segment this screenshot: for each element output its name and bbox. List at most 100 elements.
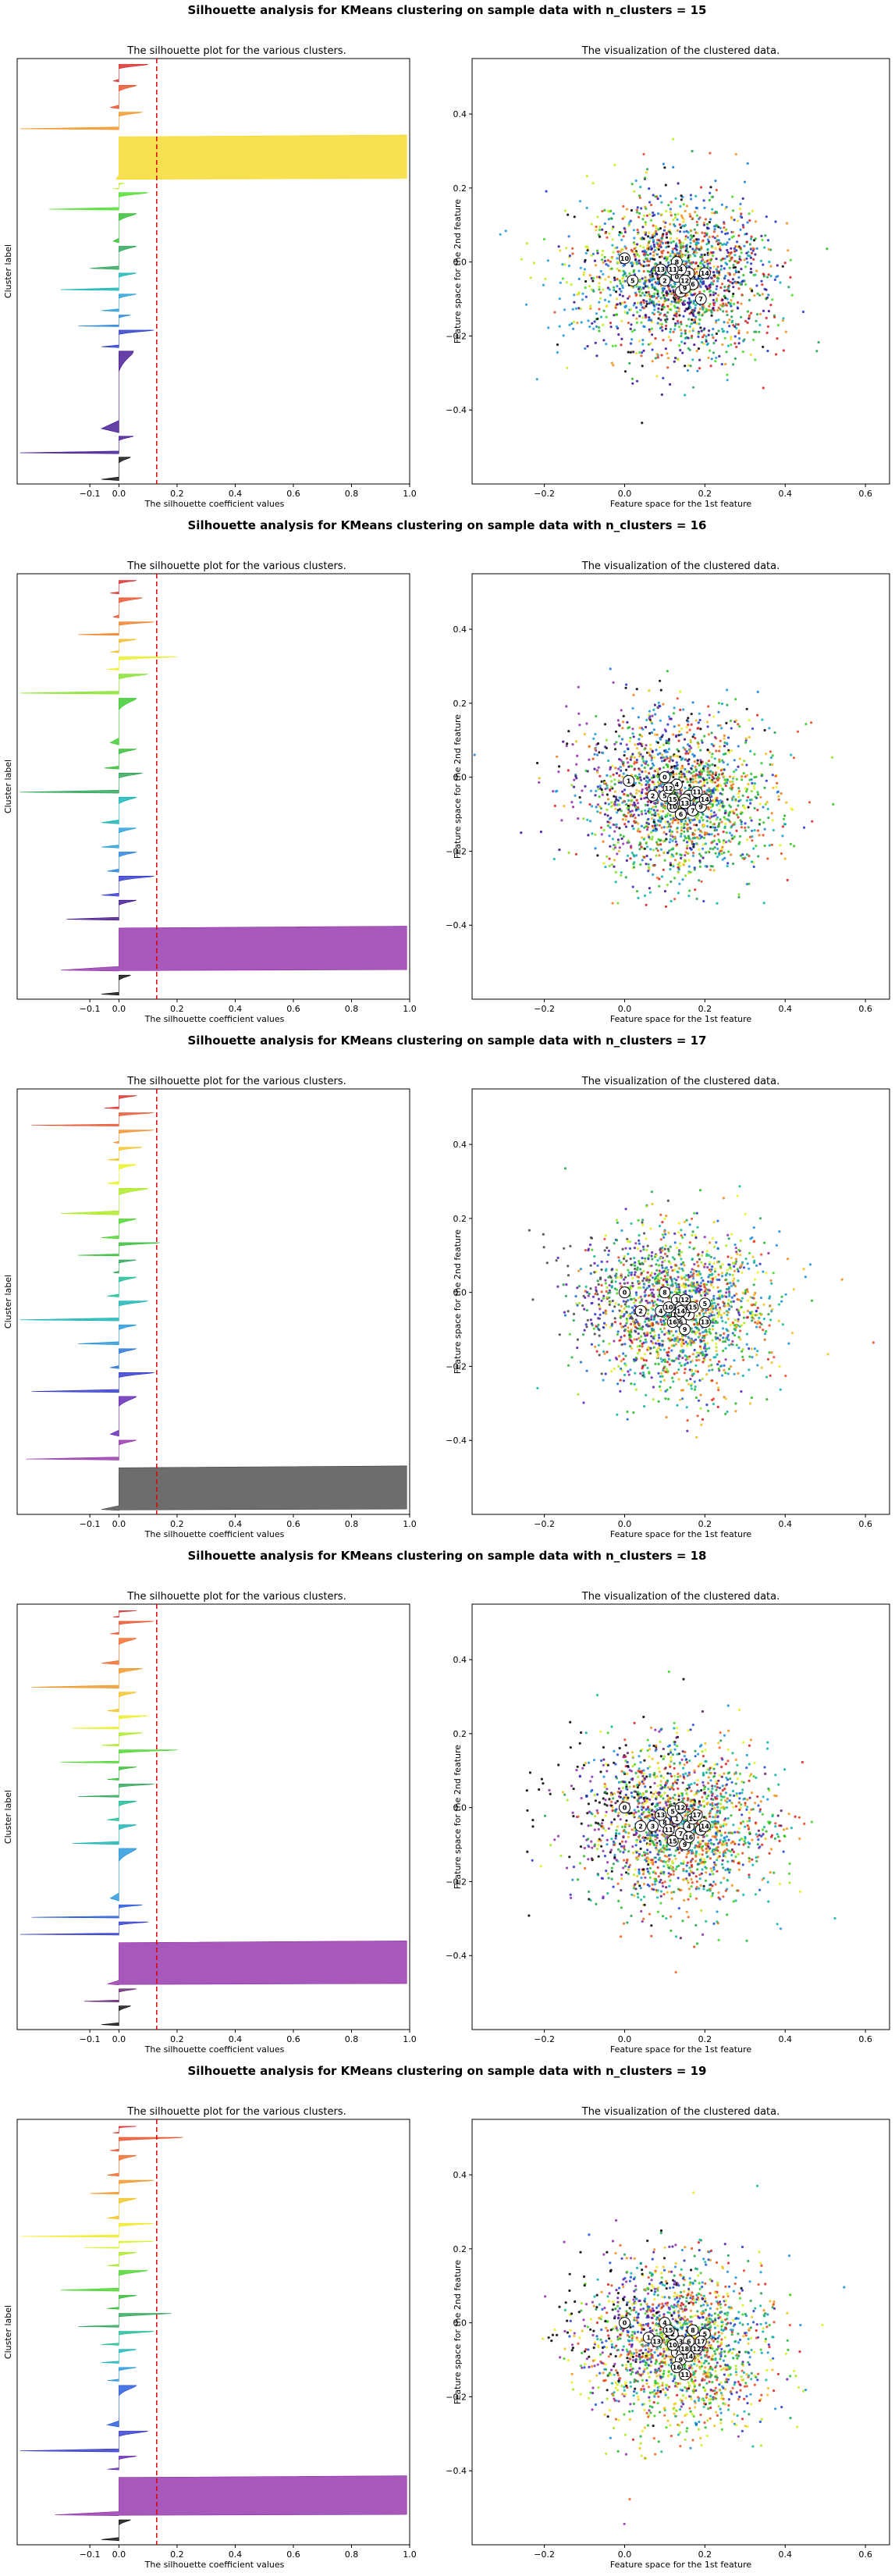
scatter-point (641, 218, 645, 221)
scatter-point (705, 335, 708, 338)
scatter-point (759, 795, 762, 799)
scatter-point (706, 767, 709, 771)
scatter-point (744, 265, 748, 269)
scatter-point (730, 315, 733, 318)
scatter-point (705, 851, 708, 854)
scatter-point (659, 752, 662, 755)
scatter-point (685, 265, 688, 268)
scatter-point (589, 307, 592, 310)
scatter-point (657, 819, 660, 822)
scatter-point (587, 319, 590, 322)
scatter-point (738, 1185, 741, 1188)
scatter-point (652, 233, 655, 236)
scatter-point (777, 1303, 781, 1306)
scatter-point (632, 304, 635, 307)
scatter-point (685, 750, 688, 753)
scatter-point (687, 760, 690, 763)
scatter-point (764, 234, 767, 237)
scatter-point (737, 792, 741, 795)
scatter-point (730, 215, 733, 219)
scatter-point (769, 1374, 772, 1377)
scatter-point (633, 768, 636, 771)
scatter-point (710, 756, 713, 759)
scatter-point (626, 720, 629, 724)
scatter-point (629, 810, 632, 813)
scatter-point (597, 1283, 600, 1286)
scatter-point (712, 294, 716, 297)
scatter-point (654, 713, 657, 716)
scatter-point (659, 767, 662, 770)
scatter-point (769, 756, 773, 760)
scatter-point (640, 797, 643, 800)
scatter-point (712, 814, 716, 817)
scatter-point (653, 213, 656, 216)
scatter-point (665, 236, 669, 239)
scatter-point (659, 297, 662, 300)
scatter-point (695, 1436, 698, 1439)
scatter-point (776, 781, 779, 785)
scatter-point (558, 765, 561, 768)
scatter-point (627, 747, 630, 750)
scatter-point (677, 734, 680, 737)
scatter-point (619, 269, 622, 272)
scatter-point (659, 848, 663, 851)
scatter-point (619, 250, 622, 254)
scatter-point (696, 762, 699, 765)
silhouette-xlabel: The silhouette coefficient values (144, 1014, 285, 1024)
scatter-point (582, 817, 585, 820)
cluster-center-label: 0 (662, 774, 667, 781)
scatter-point (679, 792, 683, 795)
scatter-point (635, 306, 638, 309)
scatter-point (804, 1276, 807, 1279)
scatter-point (618, 796, 621, 799)
scatter-point (666, 304, 669, 308)
scatter-point (648, 1332, 652, 1335)
scatter-point (712, 283, 715, 286)
scatter-point (590, 1343, 594, 1346)
scatter-point (564, 209, 567, 212)
scatter-point (686, 841, 689, 844)
scatter-point (694, 888, 697, 891)
scatter-point (606, 1246, 609, 1249)
scatter-point (680, 334, 683, 338)
scatter-point (649, 747, 652, 751)
scatter-point (638, 738, 641, 741)
scatter-point (733, 1334, 737, 1337)
scatter-point (598, 308, 601, 311)
scatter-point (781, 319, 785, 322)
scatter-point (687, 784, 691, 787)
scatter-xtick-label: −0.2 (534, 489, 555, 499)
scatter-point (669, 717, 673, 720)
scatter-point (662, 1319, 666, 1322)
scatter-point (775, 276, 778, 279)
scatter-point (620, 319, 623, 322)
scatter-point (724, 262, 727, 265)
scatter-point (744, 822, 747, 825)
scatter-point (750, 251, 754, 254)
scatter-point (727, 736, 730, 739)
scatter-point (609, 845, 612, 848)
scatter-point (673, 216, 677, 219)
scatter-point (638, 315, 641, 318)
scatter-point (646, 776, 649, 780)
scatter-point (740, 302, 743, 305)
scatter-point (662, 1323, 666, 1326)
scatter-point (639, 1250, 642, 1253)
scatter-point (641, 343, 645, 346)
scatter-point (758, 834, 761, 837)
scatter-point (671, 285, 674, 288)
scatter-point (606, 820, 609, 824)
scatter-point (763, 1332, 767, 1336)
scatter-point (614, 790, 617, 793)
scatter-point (669, 868, 672, 871)
scatter-point (741, 1261, 744, 1264)
scatter-point (598, 774, 602, 777)
scatter-point (747, 806, 750, 809)
scatter-point (641, 755, 645, 758)
scatter-point (694, 816, 698, 819)
scatter-point (654, 811, 657, 814)
scatter-point (610, 267, 613, 270)
scatter-point (718, 271, 721, 274)
scatter-point (712, 715, 716, 718)
scatter-point (693, 228, 696, 231)
